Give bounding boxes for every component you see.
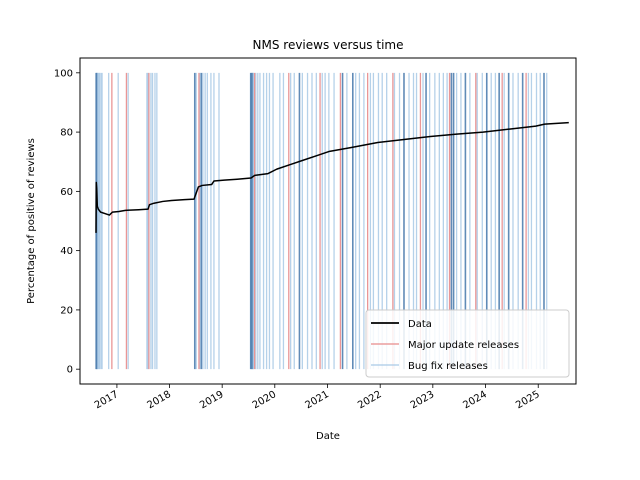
y-tick-label-0: 0 [67,365,73,376]
y-tick-label-1: 20 [60,305,73,316]
series-line-0 [95,121,569,233]
axes-frame [79,57,577,385]
y-tick-label-4: 80 [60,128,73,139]
legend-label-0: Data [408,319,432,330]
x-axis-label: Date [316,431,340,442]
chart-title: NMS reviews versus time [253,38,404,52]
legend-box [365,309,570,378]
y-tick-label-2: 40 [60,246,73,257]
legend: Data Major update releases Bug fix release… [365,309,570,378]
legend-label-1: Major update releases [408,340,519,351]
y-tick-label-5: 100 [54,68,73,79]
y-axis-label: Percentage of positive of reviews [26,138,37,304]
y-tick-label-3: 60 [60,187,73,198]
legend-label-2: Bug fix releases [408,361,488,372]
